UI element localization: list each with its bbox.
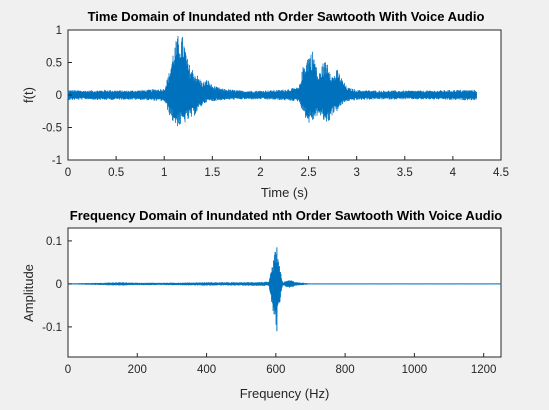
y-tick-label: 1 (56, 25, 62, 37)
y-tick-label: 0 (56, 90, 62, 102)
x-tick-label: 800 (336, 364, 355, 376)
y-tick-label: -1 (52, 155, 62, 167)
time-domain-y-ticks: -1 -0.5 0 0.5 1 (42, 25, 72, 167)
y-tick-label: -0.5 (42, 123, 62, 135)
frequency-domain-plot-area (67, 227, 502, 358)
x-tick-label: 0.5 (108, 167, 124, 179)
x-tick-label: 2.5 (301, 167, 317, 179)
y-tick-label: 0.5 (46, 58, 62, 70)
x-tick-label: 1.5 (204, 167, 220, 179)
time-domain-y-label: f(t) (21, 87, 36, 103)
frequency-domain-y-label: Amplitude (21, 264, 36, 322)
x-tick-label: 600 (266, 364, 285, 376)
x-tick-label: 2 (257, 167, 263, 179)
time-domain-x-label: Time (s) (261, 185, 308, 200)
x-tick-label: 1200 (471, 364, 497, 376)
x-tick-label: 1 (161, 167, 167, 179)
x-tick-label: 4 (450, 167, 457, 179)
time-domain-title: Time Domain of Inundated nth Order Sawto… (88, 9, 485, 24)
x-tick-label: 1000 (402, 364, 428, 376)
y-tick-label: 0 (56, 279, 62, 291)
frequency-domain-axes: Frequency Domain of Inundated nth Order … (21, 208, 502, 401)
x-tick-label: 400 (197, 364, 216, 376)
y-tick-label: 0.1 (46, 236, 62, 248)
x-tick-label: 4.5 (493, 167, 509, 179)
time-domain-axes: Time Domain of Inundated nth Order Sawto… (21, 9, 509, 200)
time-domain-x-ticks: 0 0.5 1 1.5 2 2.5 3 3.5 4 4.5 (65, 156, 509, 179)
frequency-domain-x-label: Frequency (Hz) (240, 386, 330, 401)
x-tick-label: 3.5 (397, 167, 413, 179)
frequency-domain-title: Frequency Domain of Inundated nth Order … (70, 208, 503, 223)
x-tick-label: 0 (65, 364, 71, 376)
x-tick-label: 0 (65, 167, 71, 179)
frequency-domain-x-ticks: 0 200 400 600 800 1000 1200 (65, 353, 497, 376)
x-tick-label: 3 (353, 167, 359, 179)
x-tick-label: 200 (128, 364, 147, 376)
y-tick-label: -0.1 (42, 322, 62, 334)
frequency-domain-y-ticks: -0.1 0 0.1 (42, 236, 72, 334)
